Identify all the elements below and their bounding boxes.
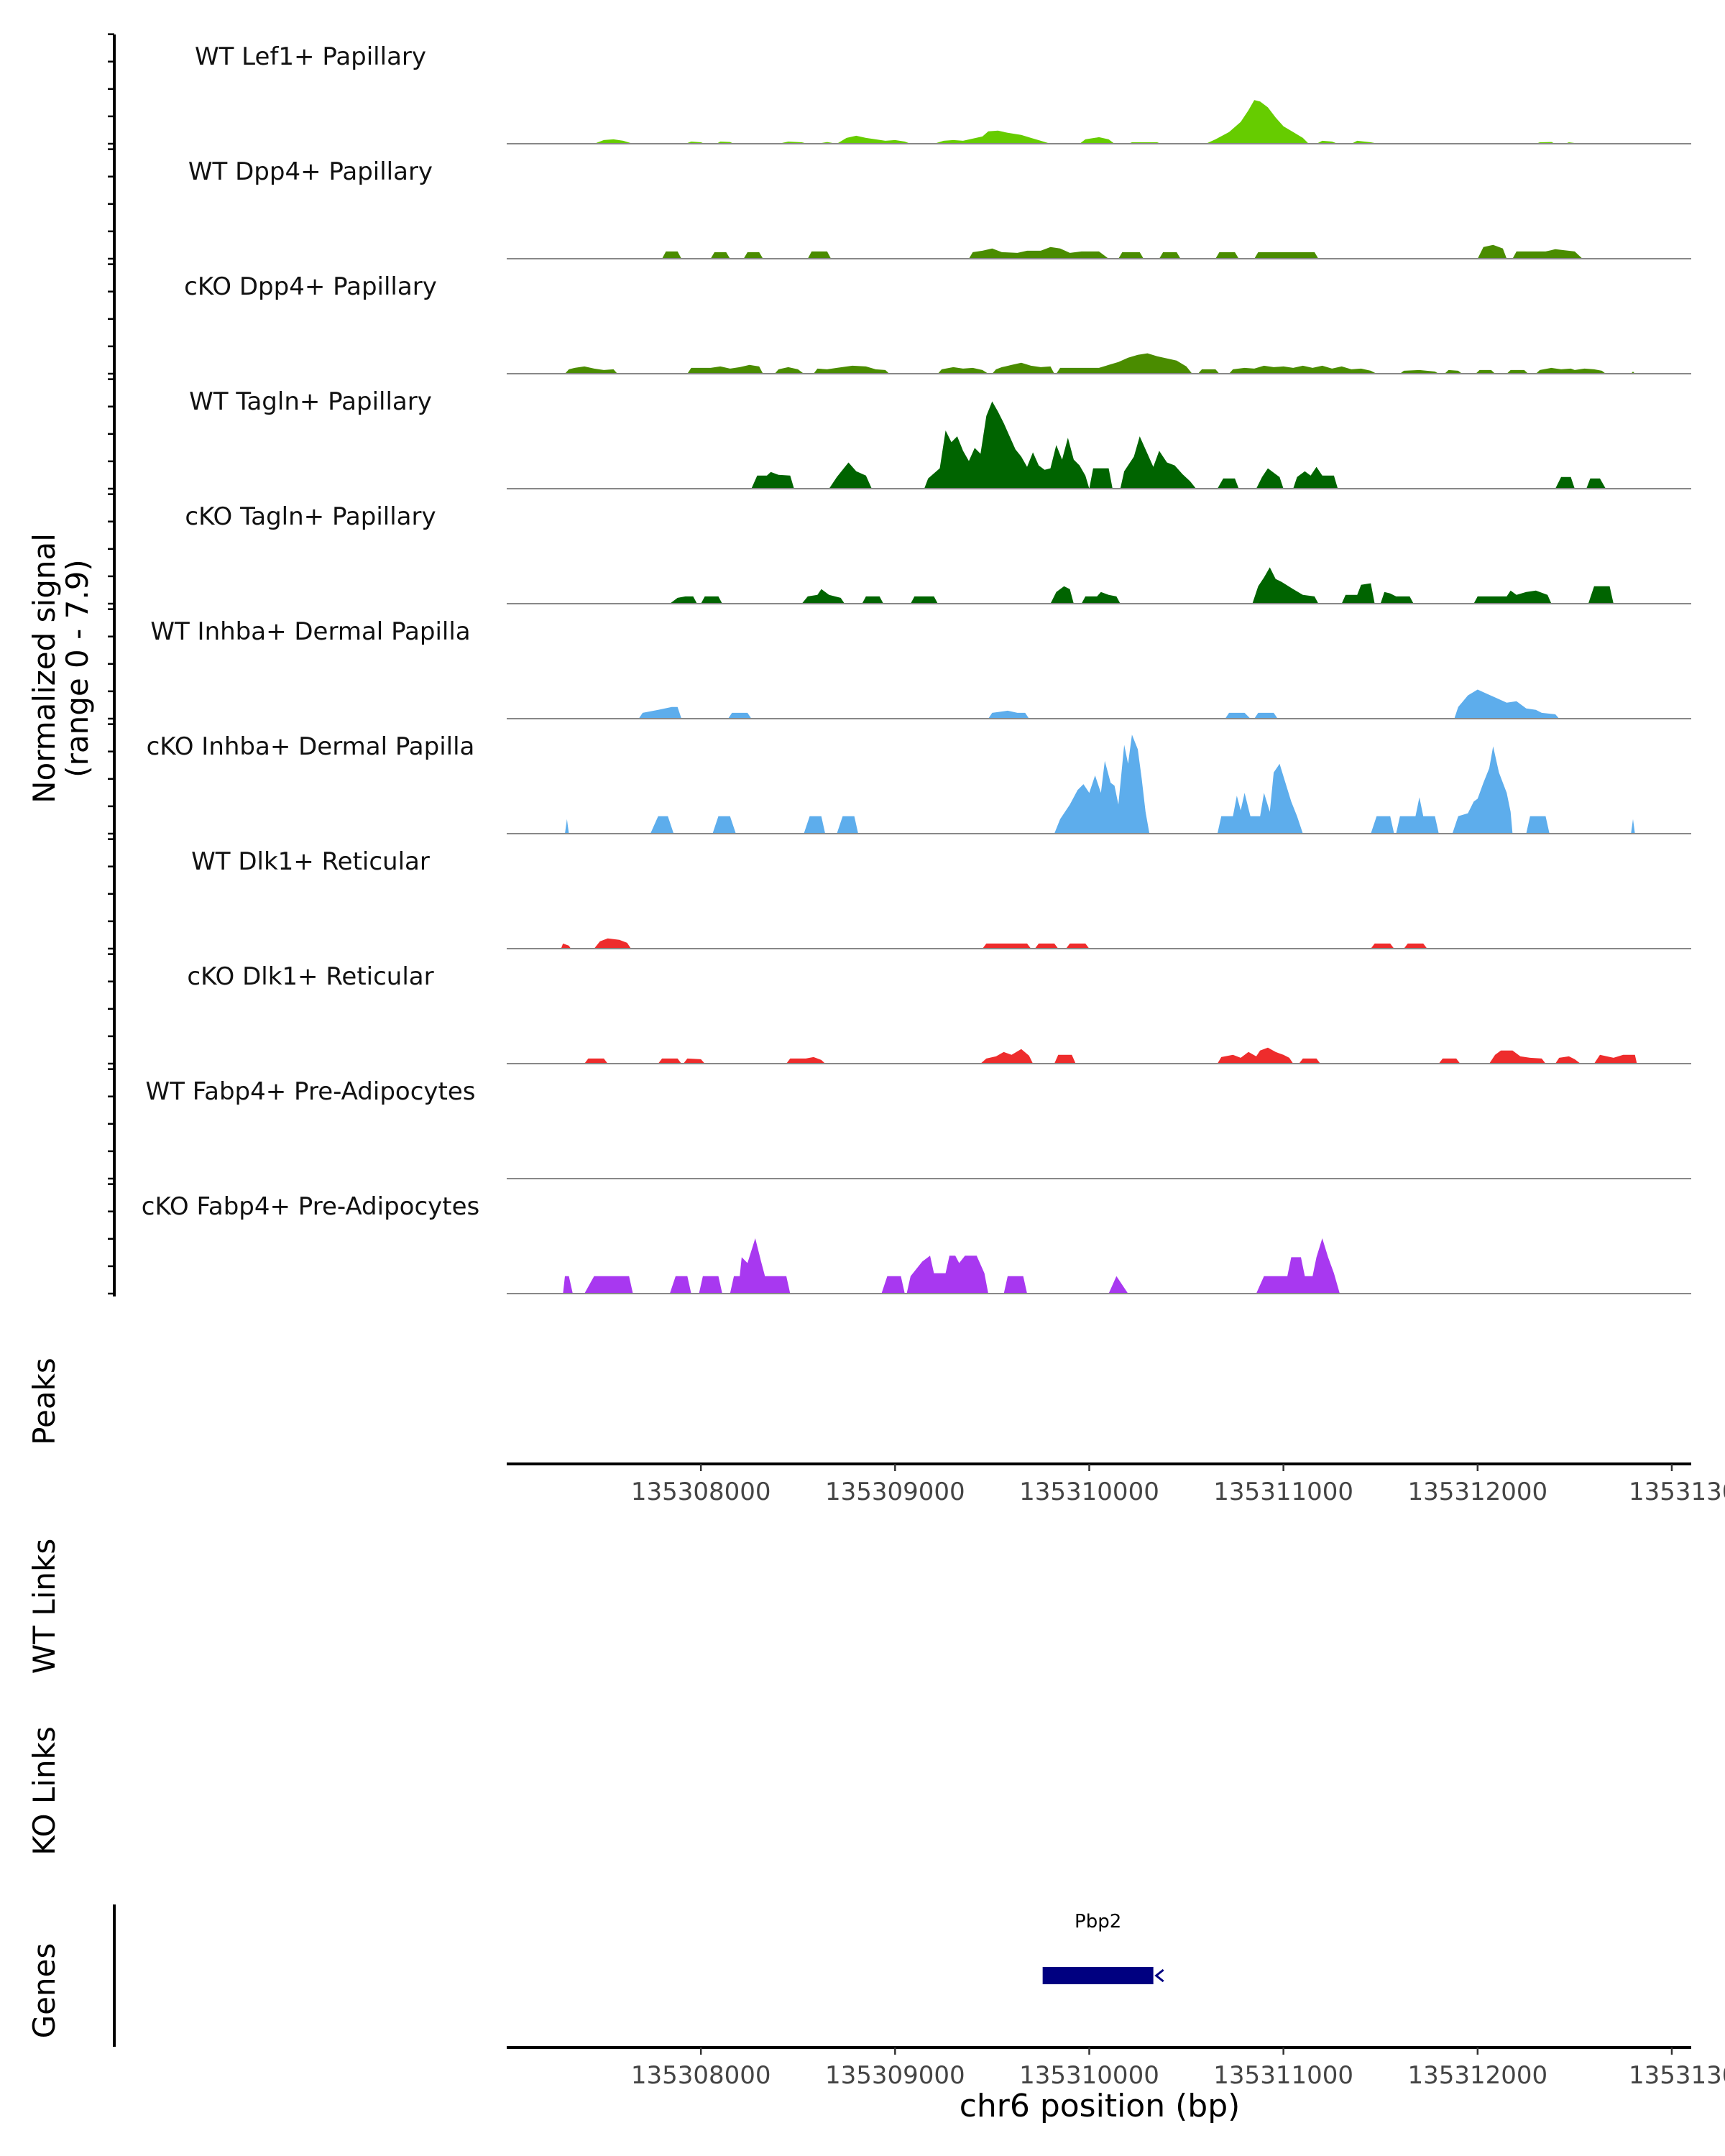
track-label: cKO Dlk1+ Reticular (187, 962, 433, 991)
track-label: WT Fabp4+ Pre-Adipocytes (146, 1077, 476, 1106)
x-tick-label: 135312000 (1407, 1478, 1547, 1506)
peaks-x-axis: 135308000 135309000 135310000 135311000 1353… (507, 1462, 1725, 1506)
track-label: WT Lef1+ Papillary (195, 42, 426, 71)
genes-panel-label: Genes (27, 1943, 62, 2039)
track-label: WT Inhba+ Dermal Papilla (150, 617, 470, 646)
x-tick-label: 135309000 (825, 2061, 965, 2090)
coverage-area (669, 567, 1614, 604)
signal-y-axis (108, 33, 116, 1296)
track-label: cKO Dpp4+ Papillary (184, 272, 437, 301)
x-tick-label: 135310000 (1019, 2061, 1159, 2090)
x-tick-label: 13531300 (1629, 2061, 1725, 2090)
x-tick-label: 135308000 (631, 1478, 771, 1506)
x-tick-label: 135312000 (1407, 2061, 1547, 2090)
x-tick-label: 135310000 (1019, 1478, 1159, 1506)
bottom-x-axis: 135308000 135309000 135310000 135311000 1353… (507, 2046, 1725, 2090)
track-label: WT Tagln+ Papillary (189, 387, 432, 416)
gene-label: Pbp2 (1075, 1911, 1121, 1932)
gene-body (1042, 1967, 1154, 1984)
coverage-area (563, 1238, 1340, 1294)
strand-arrow (1154, 1968, 1164, 1983)
track-label: WT Dpp4+ Papillary (188, 157, 433, 186)
coverage-tracks: WT Lef1+ Papillary WT Dpp4+ Papillary cKO … (142, 42, 1691, 1294)
ko-links-panel-label: KO Links (27, 1726, 62, 1856)
y-axis-range: (range 0 - 7.9) (60, 559, 95, 778)
track-label: cKO Tagln+ Papillary (185, 502, 436, 531)
peaks-panel-label: Peaks (27, 1358, 62, 1445)
coverage-area (638, 689, 1560, 719)
x-tick-label: 135311000 (1213, 2061, 1353, 2090)
coverage-area (662, 244, 1583, 259)
coverage-area (565, 353, 1635, 374)
genes-track: Pbp2 (113, 1904, 1164, 2047)
y-axis-title: Normalized signal (27, 533, 62, 803)
track-label: cKO Fabp4+ Pre-Adipocytes (142, 1192, 480, 1221)
track-label: cKO Inhba+ Dermal Papilla (147, 732, 475, 761)
x-tick-label: 135311000 (1213, 1478, 1353, 1506)
x-tick-label: 13531300 (1629, 1478, 1725, 1506)
wt-links-panel-label: WT Links (27, 1539, 62, 1674)
coverage-area (561, 938, 1427, 949)
x-axis-title: chr6 position (bp) (960, 2088, 1241, 2124)
coverage-area (751, 401, 1606, 489)
coverage-area (584, 1047, 1637, 1064)
track-label: WT Dlk1+ Reticular (191, 847, 430, 876)
coverage-area (594, 100, 1581, 144)
x-tick-label: 135309000 (825, 1478, 965, 1506)
x-tick-label: 135308000 (631, 2061, 771, 2090)
coverage-area (565, 734, 1635, 834)
